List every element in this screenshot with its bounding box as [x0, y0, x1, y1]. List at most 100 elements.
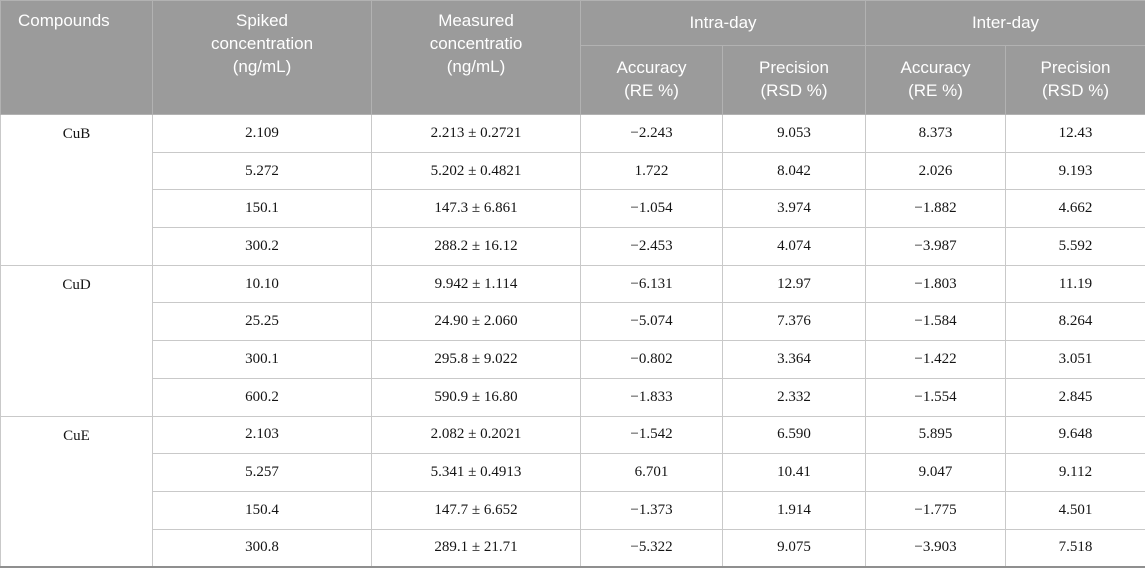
cell-inter-accuracy: −1.803	[865, 264, 1006, 304]
cell-intra-precision: 10.41	[722, 453, 866, 492]
header-intra-accuracy: Accuracy (RE %)	[580, 45, 723, 115]
cell-inter-accuracy: −1.584	[865, 302, 1006, 342]
cell-inter-precision: 9.193	[1005, 151, 1145, 191]
cell-inter-accuracy: −1.422	[865, 340, 1006, 379]
cell-inter-precision: 11.19	[1005, 264, 1145, 304]
cell-spiked: 25.25	[152, 302, 372, 342]
cell-spiked: 10.10	[152, 264, 372, 304]
table-row: 5.257 5.341 ± 0.4913 6.701 10.41 9.047 9…	[1, 453, 1145, 492]
cell-spiked: 600.2	[152, 377, 372, 417]
cell-intra-accuracy: −1.833	[580, 377, 723, 417]
cell-inter-precision: 5.592	[1005, 227, 1145, 266]
cell-inter-precision: 9.112	[1005, 453, 1145, 492]
cell-spiked: 5.272	[152, 151, 372, 191]
table-row: 300.8 289.1 ± 21.71 −5.322 9.075 −3.903 …	[1, 528, 1145, 568]
cell-intra-precision: 9.053	[722, 114, 866, 153]
cell-measured: 288.2 ± 16.12	[371, 227, 581, 266]
cell-intra-accuracy: −1.373	[580, 490, 723, 530]
table-row: CuD 10.10 9.942 ± 1.114 −6.131 12.97 −1.…	[0, 264, 1145, 417]
table-row: 600.2 590.9 ± 16.80 −1.833 2.332 −1.554 …	[1, 377, 1145, 417]
cell-measured: 9.942 ± 1.114	[371, 264, 581, 304]
cell-intra-precision: 2.332	[722, 377, 866, 417]
cell-inter-precision: 4.501	[1005, 490, 1145, 530]
cell-inter-precision: 9.648	[1005, 415, 1145, 455]
cell-spiked: 300.2	[152, 227, 372, 266]
header-intra-day: Intra-day	[580, 0, 866, 47]
cell-spiked: 2.103	[152, 415, 372, 455]
table-row: CuB 2.109 2.213 ± 0.2721 −2.243 9.053 8.…	[0, 114, 1145, 266]
compound-cell: CuD	[0, 264, 153, 417]
cell-inter-accuracy: 5.895	[865, 415, 1006, 455]
cell-intra-accuracy: −2.243	[580, 114, 723, 153]
cell-spiked: 150.4	[152, 490, 372, 530]
accuracy-precision-table: Compounds Spiked concentration (ng/mL) M…	[0, 0, 1145, 568]
cell-intra-precision: 12.97	[722, 264, 866, 304]
cell-spiked: 300.8	[152, 528, 372, 568]
cell-inter-accuracy: −3.903	[865, 528, 1006, 568]
table-row: 150.1 147.3 ± 6.861 −1.054 3.974 −1.882 …	[1, 189, 1145, 229]
table-row: 150.4 147.7 ± 6.652 −1.373 1.914 −1.775 …	[1, 490, 1145, 530]
cell-inter-precision: 2.845	[1005, 377, 1145, 417]
cell-inter-accuracy: 9.047	[865, 453, 1006, 492]
header-measured-concentration: Measured concentratio (ng/mL)	[371, 0, 581, 115]
cell-measured: 2.213 ± 0.2721	[371, 114, 581, 153]
cell-measured: 5.202 ± 0.4821	[371, 151, 581, 191]
table-row: 300.1 295.8 ± 9.022 −0.802 3.364 −1.422 …	[1, 340, 1145, 379]
header-spiked-concentration: Spiked concentration (ng/mL)	[152, 0, 372, 115]
cell-measured: 2.082 ± 0.2021	[371, 415, 581, 455]
compound-cell: CuE	[0, 415, 153, 568]
cell-intra-accuracy: −1.542	[580, 415, 723, 455]
header-row-top: Compounds Spiked concentration (ng/mL) M…	[0, 0, 1145, 115]
header-row-sub: Accuracy (RE %) Precision (RSD %) Accura…	[1, 45, 1145, 115]
cell-inter-precision: 8.264	[1005, 302, 1145, 342]
cell-inter-accuracy: 8.373	[865, 114, 1006, 153]
table-row: CuE 2.103 2.082 ± 0.2021 −1.542 6.590 5.…	[0, 415, 1145, 568]
table-row: 5.272 5.202 ± 0.4821 1.722 8.042 2.026 9…	[1, 151, 1145, 191]
header-compounds: Compounds	[0, 0, 153, 115]
cell-inter-precision: 3.051	[1005, 340, 1145, 379]
cell-measured: 295.8 ± 9.022	[371, 340, 581, 379]
cell-inter-precision: 12.43	[1005, 114, 1145, 153]
cell-spiked: 2.109	[152, 114, 372, 153]
cell-measured: 289.1 ± 21.71	[371, 528, 581, 568]
cell-measured: 147.7 ± 6.652	[371, 490, 581, 530]
cell-inter-accuracy: −1.775	[865, 490, 1006, 530]
cell-intra-accuracy: 1.722	[580, 151, 723, 191]
header-inter-precision: Precision (RSD %)	[1005, 45, 1145, 115]
cell-inter-precision: 7.518	[1005, 528, 1145, 568]
cell-intra-precision: 9.075	[722, 528, 866, 568]
cell-inter-accuracy: −3.987	[865, 227, 1006, 266]
cell-spiked: 5.257	[152, 453, 372, 492]
header-inter-day: Inter-day	[865, 0, 1145, 47]
cell-intra-accuracy: −0.802	[580, 340, 723, 379]
cell-inter-precision: 4.662	[1005, 189, 1145, 229]
cell-spiked: 300.1	[152, 340, 372, 379]
cell-intra-accuracy: −5.322	[580, 528, 723, 568]
cell-intra-accuracy: 6.701	[580, 453, 723, 492]
cell-intra-precision: 1.914	[722, 490, 866, 530]
cell-inter-accuracy: −1.882	[865, 189, 1006, 229]
cell-intra-precision: 6.590	[722, 415, 866, 455]
cell-intra-precision: 7.376	[722, 302, 866, 342]
cell-spiked: 150.1	[152, 189, 372, 229]
cell-intra-accuracy: −2.453	[580, 227, 723, 266]
cell-measured: 590.9 ± 16.80	[371, 377, 581, 417]
cell-measured: 24.90 ± 2.060	[371, 302, 581, 342]
cell-intra-accuracy: −1.054	[580, 189, 723, 229]
compound-cell: CuB	[0, 114, 153, 266]
header-inter-accuracy: Accuracy (RE %)	[865, 45, 1006, 115]
cell-intra-precision: 4.074	[722, 227, 866, 266]
cell-intra-precision: 8.042	[722, 151, 866, 191]
cell-inter-accuracy: −1.554	[865, 377, 1006, 417]
table-row: 300.2 288.2 ± 16.12 −2.453 4.074 −3.987 …	[1, 227, 1145, 266]
cell-intra-accuracy: −6.131	[580, 264, 723, 304]
cell-intra-precision: 3.364	[722, 340, 866, 379]
cell-measured: 147.3 ± 6.861	[371, 189, 581, 229]
header-intra-precision: Precision (RSD %)	[722, 45, 866, 115]
cell-inter-accuracy: 2.026	[865, 151, 1006, 191]
cell-intra-accuracy: −5.074	[580, 302, 723, 342]
table-row: 25.25 24.90 ± 2.060 −5.074 7.376 −1.584 …	[1, 302, 1145, 342]
cell-measured: 5.341 ± 0.4913	[371, 453, 581, 492]
cell-intra-precision: 3.974	[722, 189, 866, 229]
